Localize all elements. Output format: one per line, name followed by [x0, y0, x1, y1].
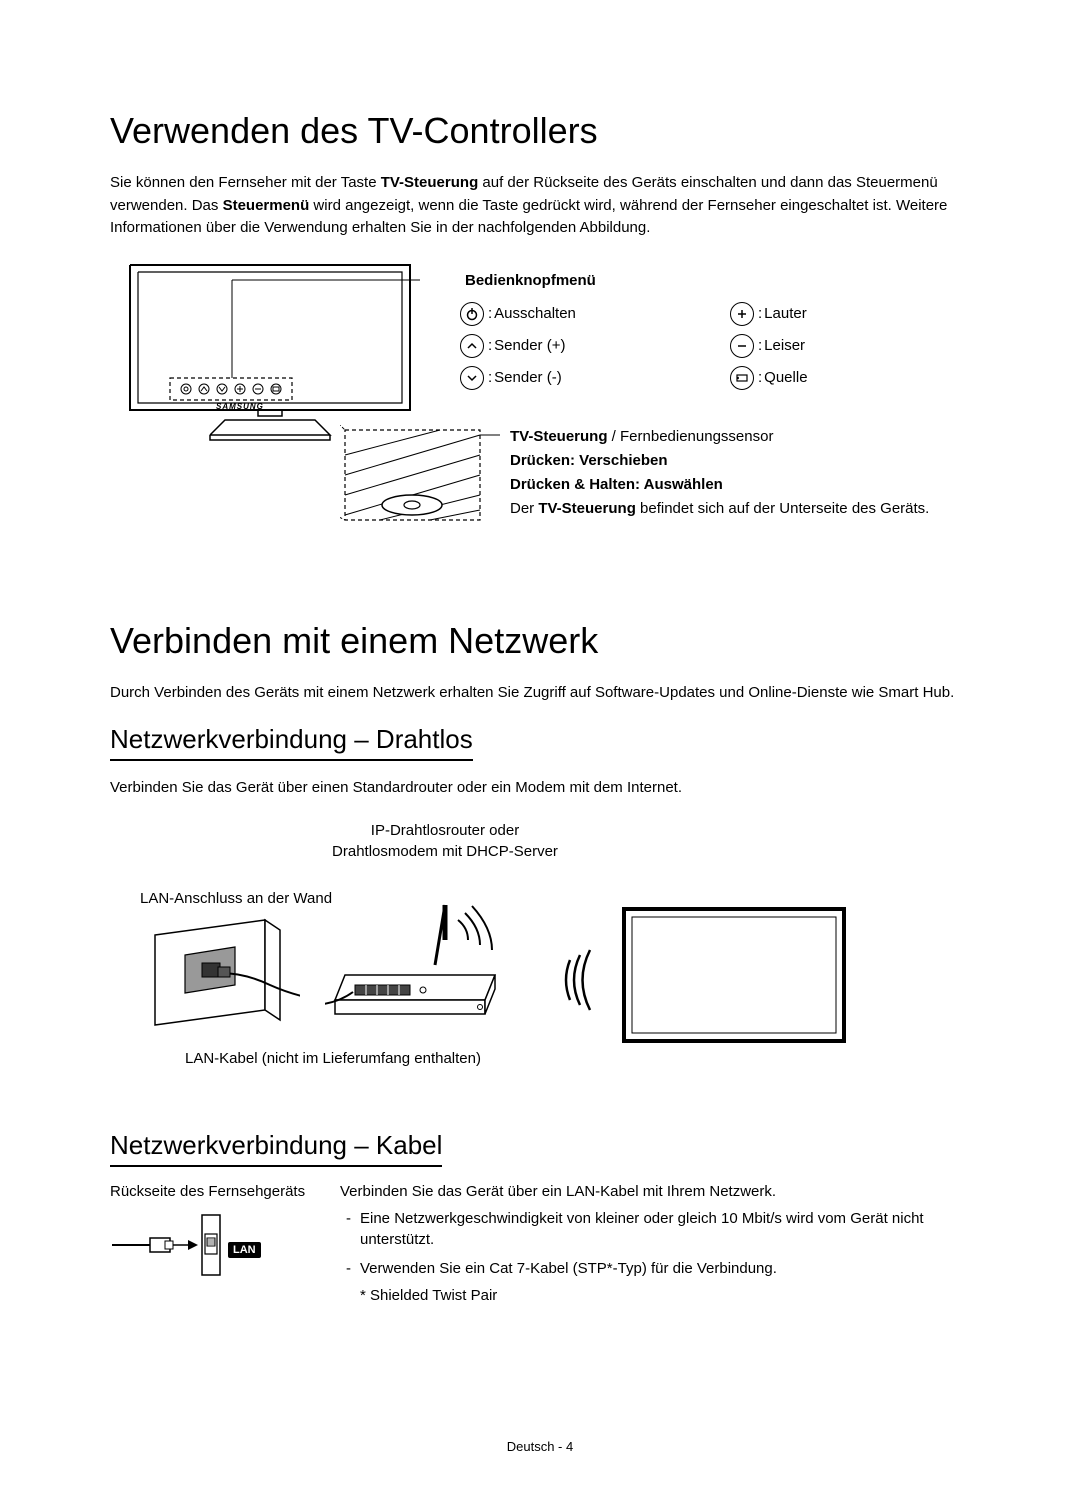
menu-chup-label: Sender (+): [494, 337, 565, 354]
wireless-desc: Verbinden Sie das Gerät über einen Stand…: [110, 777, 970, 800]
wall-port: [150, 915, 300, 1035]
wired-bullets: Eine Netzwerkgeschwindigkeit von kleiner…: [340, 1208, 970, 1279]
wall-caption: LAN-Anschluss an der Wand: [140, 890, 332, 907]
section-tv-controller: Verwenden des TV-Controllers Sie können …: [110, 110, 970, 580]
chevron-down-icon: [460, 366, 484, 390]
info-line3: Drücken & Halten: Auswählen: [510, 473, 980, 497]
menu-vol-up: : Lauter: [730, 302, 808, 326]
wired-right: Verbinden Sie das Gerät über ein LAN-Kab…: [340, 1183, 970, 1304]
lan-port-diagram: [110, 1210, 290, 1280]
heading-network: Verbinden mit einem Netzwerk: [110, 620, 970, 662]
router-caption-l1: IP-Drahtlosrouter oder: [330, 820, 560, 841]
minus-icon: [730, 334, 754, 358]
rear-caption: Rückseite des Fernsehgeräts: [110, 1183, 310, 1200]
router-icon: [325, 900, 505, 1040]
router-caption-l2: Drahtlosmodem mit DHCP-Server: [330, 841, 560, 862]
signal-arcs: [550, 940, 610, 1020]
menu-ch-up: : Sender (+): [460, 334, 576, 358]
source-icon: [730, 366, 754, 390]
info-l1-rest: / Fernbedienungssensor: [608, 428, 774, 445]
menu-power: : Ausschalten: [460, 302, 576, 326]
menu-source: : Quelle: [730, 366, 808, 390]
info-l4-bold: TV-Steuerung: [538, 500, 636, 517]
heading-tv-controller: Verwenden des TV-Controllers: [110, 110, 970, 152]
menu-col-left: : Ausschalten : Sender (+) : Sender (-): [460, 302, 576, 398]
menu-volup-label: Lauter: [764, 305, 807, 322]
section-network: Verbinden mit einem Netzwerk Durch Verbi…: [110, 620, 970, 1304]
info-l1-bold: TV-Steuerung: [510, 428, 608, 445]
wired-left: Rückseite des Fernsehgeräts: [110, 1183, 310, 1304]
menu-voldown-label: Leiser: [764, 337, 805, 354]
intro-b2: Steuermenü: [223, 197, 310, 214]
router-caption: IP-Drahtlosrouter oder Drahtlosmodem mit…: [330, 820, 560, 862]
chevron-up-icon: [460, 334, 484, 358]
intro-p1: Sie können den Fernseher mit der Taste: [110, 174, 381, 191]
tv-brand: SAMSUNG: [216, 402, 264, 411]
plus-icon: [730, 302, 754, 326]
info-line2: Drücken: Verschieben: [510, 449, 980, 473]
menu-title: Bedienknopfmenü: [465, 272, 596, 289]
bullet-cat7: Verwenden Sie ein Cat 7-Kabel (STP*-Typ)…: [340, 1258, 970, 1279]
heading-wireless: Netzwerkverbindung – Drahtlos: [110, 724, 473, 761]
info-block: TV-Steuerung / Fernbedienungssensor Drüc…: [510, 425, 980, 521]
wired-row: Rückseite des Fernsehgeräts: [110, 1183, 970, 1304]
bullet-speed: Eine Netzwerkgeschwindigkeit von kleiner…: [340, 1208, 970, 1250]
heading-wired: Netzwerkverbindung – Kabel: [110, 1130, 442, 1167]
menu-ch-down: : Sender (-): [460, 366, 576, 390]
intro-paragraph: Sie können den Fernseher mit der Taste T…: [110, 172, 970, 240]
wired-desc: Verbinden Sie das Gerät über ein LAN-Kab…: [340, 1183, 970, 1200]
diagram-tv-controller: SAMSUNG Bedienknopfmenü : Ausschalten : …: [110, 260, 970, 580]
diagram-wireless: IP-Drahtlosrouter oder Drahtlosmodem mit…: [110, 820, 970, 1100]
tv-outline: [110, 260, 420, 450]
lan-badge: LAN: [228, 1242, 261, 1258]
network-intro: Durch Verbinden des Geräts mit einem Net…: [110, 682, 970, 705]
menu-col-right: : Lauter : Leiser : Quelle: [730, 302, 808, 398]
info-l4-post: befindet sich auf der Unterseite des Ger…: [636, 500, 930, 517]
menu-vol-down: : Leiser: [730, 334, 808, 358]
info-line4: Der TV-Steuerung befindet sich auf der U…: [510, 497, 980, 521]
menu-power-label: Ausschalten: [494, 305, 576, 322]
sensor-callout: [340, 425, 500, 545]
menu-source-label: Quelle: [764, 369, 807, 386]
power-icon: [460, 302, 484, 326]
tv-icon: [620, 905, 850, 1055]
page-footer: Deutsch - 4: [0, 1439, 1080, 1454]
cable-caption: LAN-Kabel (nicht im Lieferumfang enthalt…: [185, 1050, 481, 1067]
intro-b1: TV-Steuerung: [381, 174, 479, 191]
menu-chdown-label: Sender (-): [494, 369, 562, 386]
info-l4-pre: Der: [510, 500, 538, 517]
info-line1: TV-Steuerung / Fernbedienungssensor: [510, 425, 980, 449]
stp-note: * Shielded Twist Pair: [340, 1287, 970, 1304]
